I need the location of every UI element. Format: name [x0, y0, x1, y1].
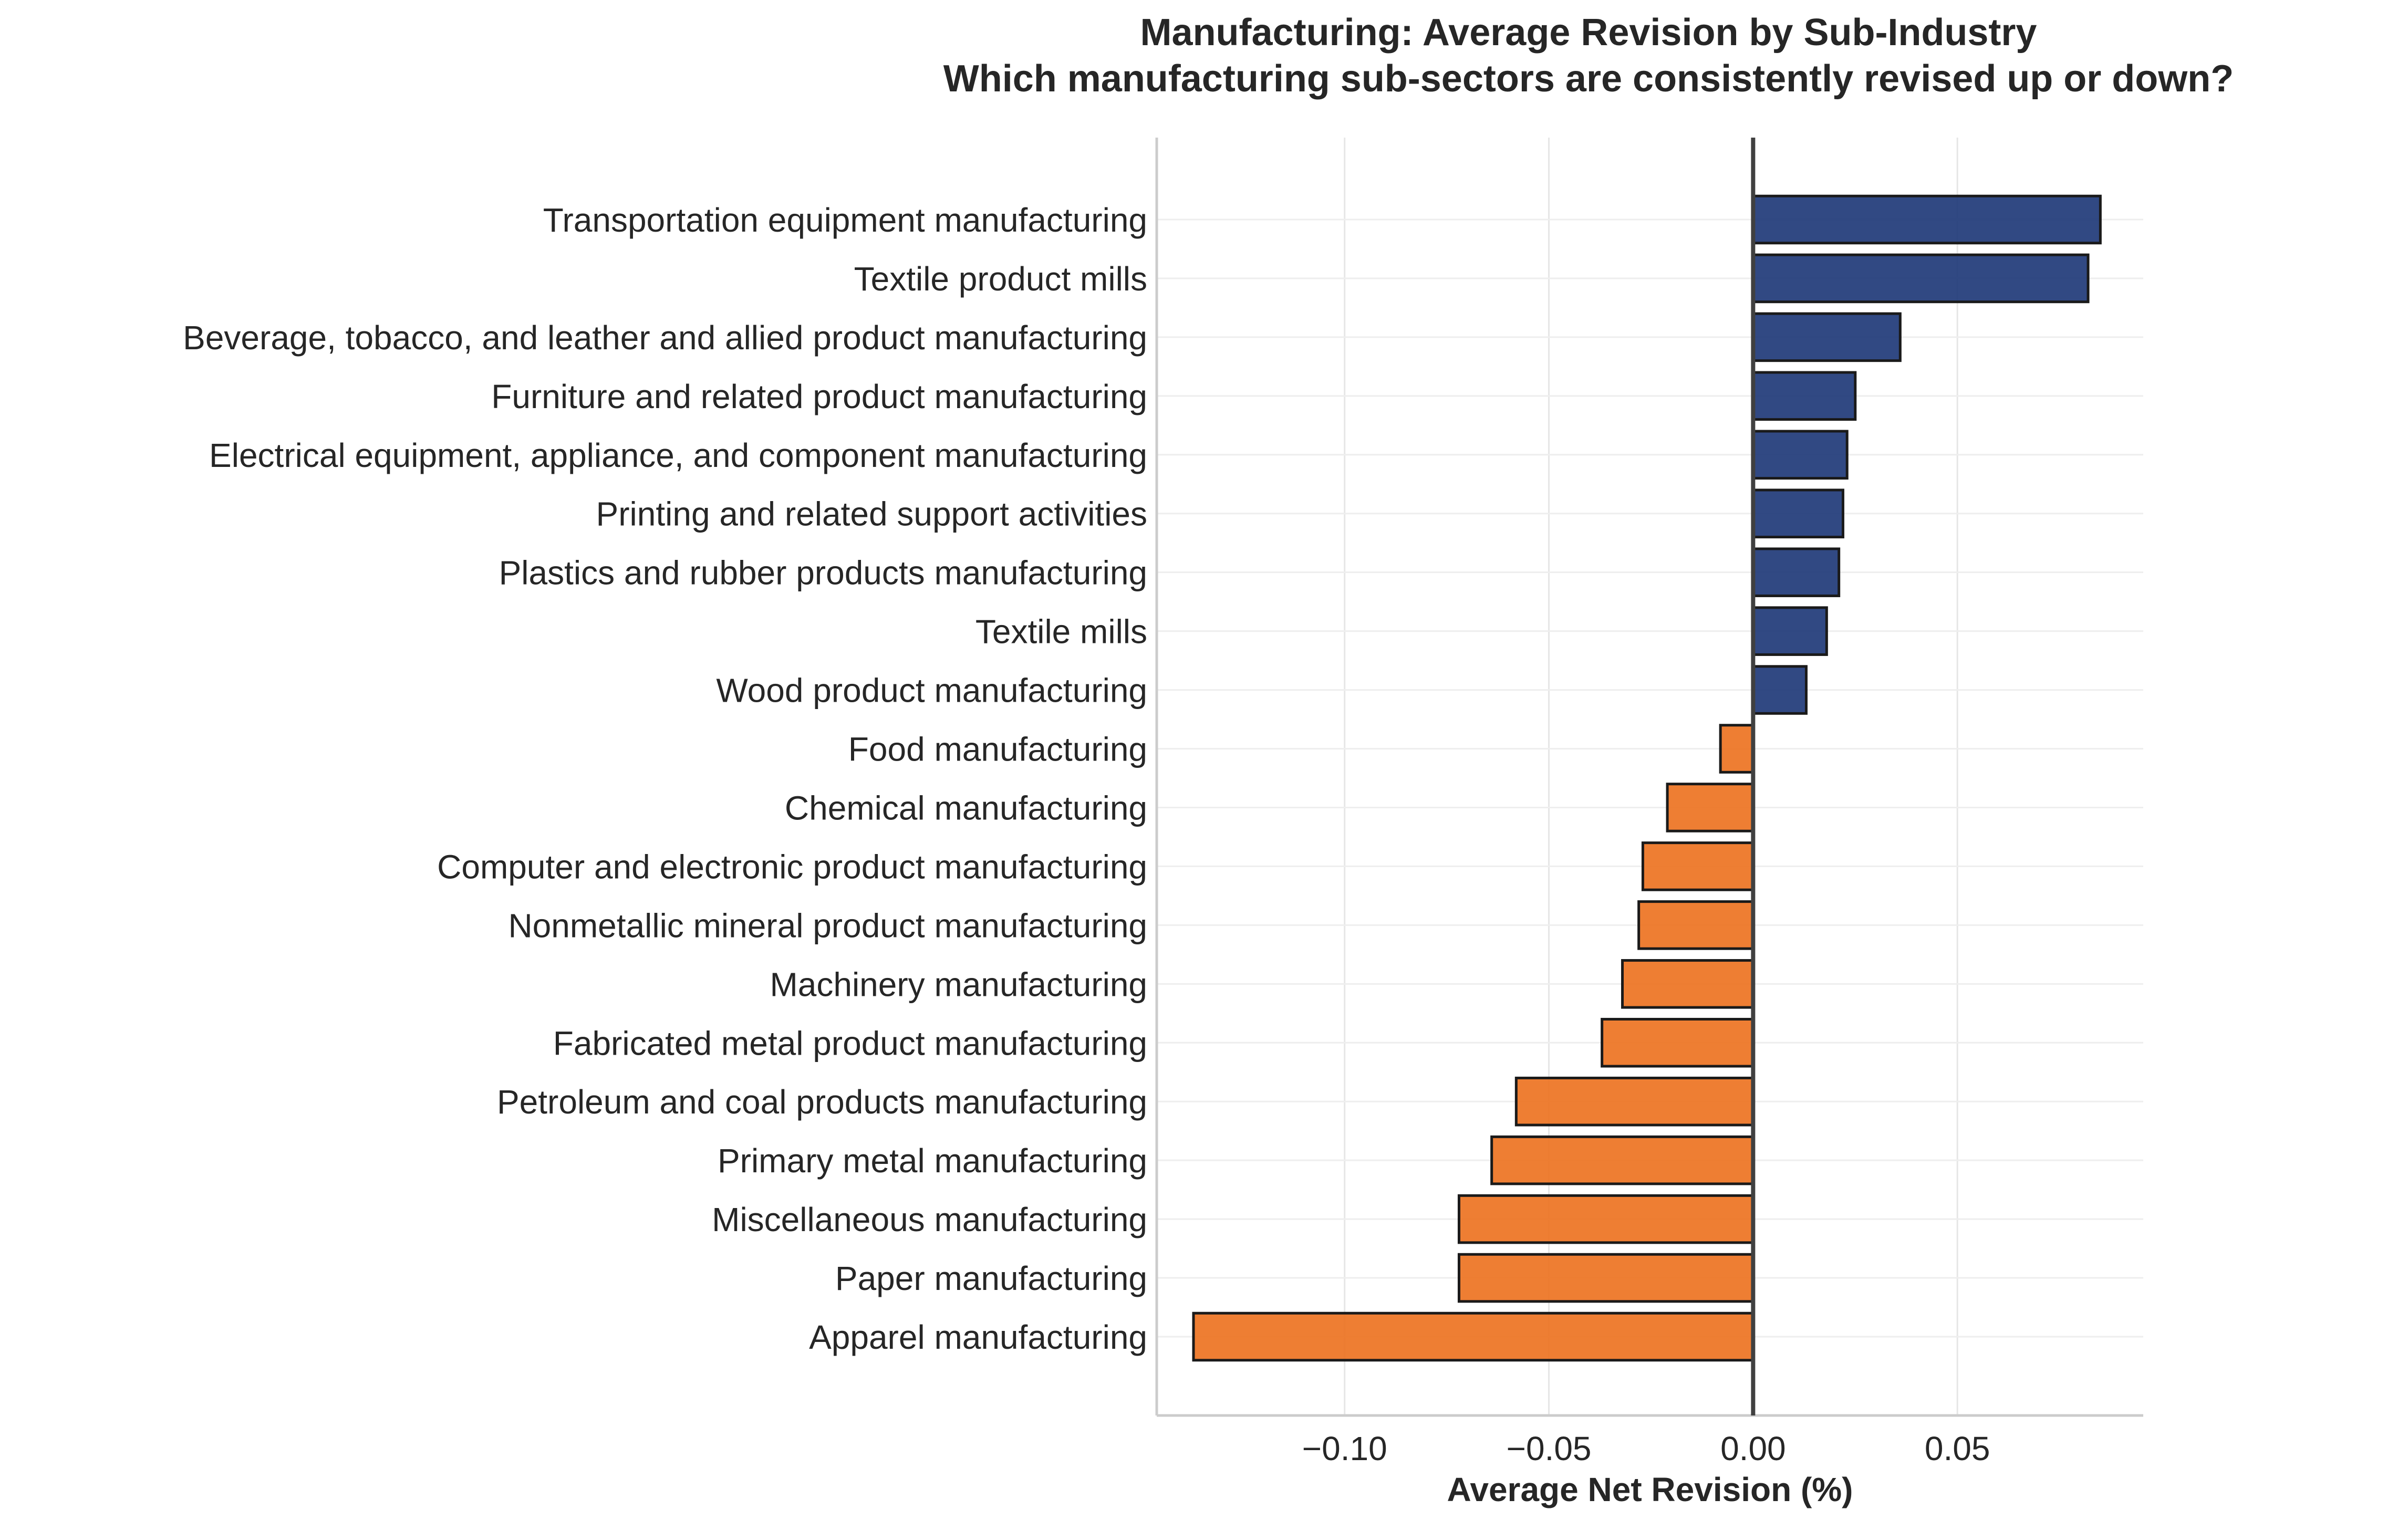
chart-title: Manufacturing: Average Revision by Sub-I…	[1140, 12, 2037, 54]
y-tick-label: Apparel manufacturing	[809, 1318, 1147, 1356]
x-tick-label: 0.05	[1925, 1430, 1990, 1467]
y-tick-label: Nonmetallic mineral product manufacturin…	[508, 907, 1147, 944]
bar	[1751, 194, 2102, 245]
y-tick-label: Paper manufacturing	[835, 1259, 1147, 1297]
bar	[1751, 253, 2090, 304]
bar	[1751, 488, 1844, 539]
y-tick-label: Fabricated metal product manufacturing	[553, 1024, 1147, 1062]
y-tick-label: Printing and related support activities	[596, 495, 1147, 533]
y-tick-label: Electrical equipment, appliance, and com…	[209, 436, 1147, 474]
bar	[1751, 606, 1828, 656]
y-tick-label: Textile mills	[975, 613, 1147, 651]
y-tick-label: Miscellaneous manufacturing	[712, 1201, 1147, 1238]
y-tick-label: Textile product mills	[854, 260, 1147, 298]
y-tick-label: Food manufacturing	[848, 731, 1147, 768]
y-tick-label: Beverage, tobacco, and leather and allie…	[183, 319, 1147, 357]
x-tick-label: 0.00	[1720, 1430, 1786, 1467]
bar	[1192, 1311, 1755, 1362]
bar	[1751, 430, 1849, 480]
bar	[1719, 724, 1755, 774]
bar	[1666, 783, 1755, 832]
y-tick-label: Machinery manufacturing	[770, 965, 1147, 1003]
bar	[1621, 959, 1755, 1009]
y-tick-label: Wood product manufacturing	[716, 672, 1147, 710]
y-tick-label: Chemical manufacturing	[785, 789, 1147, 827]
y-tick-label: Computer and electronic product manufact…	[437, 848, 1147, 886]
bar	[1641, 841, 1755, 891]
x-tick-label: −0.10	[1302, 1430, 1387, 1467]
y-tick-label: Primary metal manufacturing	[718, 1142, 1147, 1180]
bar	[1751, 312, 1902, 362]
y-tick-label: Petroleum and coal products manufacturin…	[497, 1083, 1147, 1121]
chart-subtitle: Which manufacturing sub-sectors are cons…	[943, 58, 2234, 100]
bar	[1457, 1253, 1755, 1303]
bar	[1601, 1017, 1755, 1068]
bar	[1751, 547, 1841, 597]
bar	[1751, 665, 1808, 715]
x-tick-label: −0.05	[1507, 1430, 1592, 1467]
y-tick-label: Transportation equipment manufacturing	[543, 201, 1147, 239]
bar	[1457, 1194, 1755, 1244]
bar	[1751, 371, 1857, 421]
x-axis-label: Average Net Revision (%)	[1447, 1471, 1853, 1508]
y-tick-label: Furniture and related product manufactur…	[491, 378, 1147, 415]
bar	[1514, 1076, 1755, 1127]
y-tick-label: Plastics and rubber products manufacturi…	[499, 554, 1147, 592]
bar	[1637, 900, 1755, 950]
plot-area: Transportation equipment manufacturing Te…	[183, 138, 2143, 1467]
bar	[1490, 1135, 1755, 1185]
